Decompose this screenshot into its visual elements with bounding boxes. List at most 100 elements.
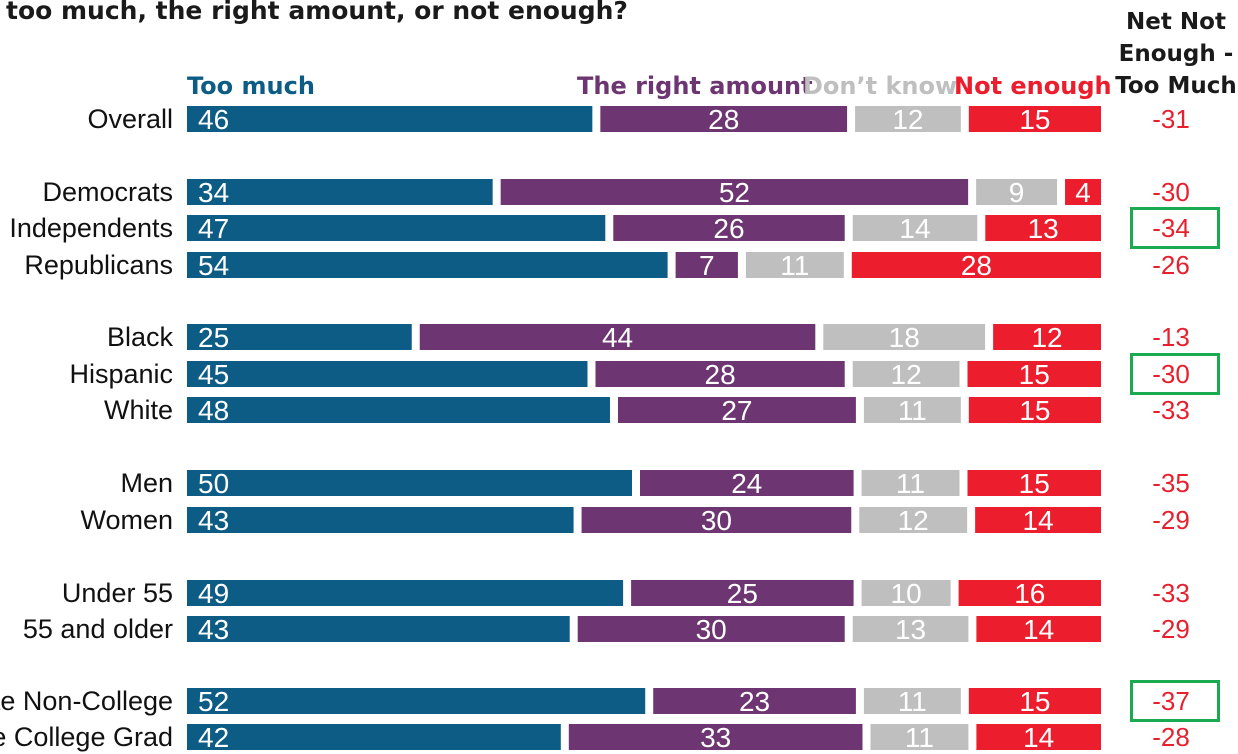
bar-under-55-too-much [187,580,624,606]
bar-white-college-grad-not-enough [976,724,1101,750]
net-value-overall: -31 [1152,104,1190,134]
bar-men-not-enough [967,470,1101,496]
bar-white-college-grad-don-t-know [870,724,969,750]
bar-label-under-55-not-enough: 16 [1014,578,1045,609]
bar-republicans-too-much [187,252,668,278]
row-label-republicans: Republicans [24,250,173,280]
bar-label-men-don-t-know: 11 [896,468,925,499]
bar-under-55-don-t-know [861,580,951,606]
bar-label-white-non-college-too-much: 52 [198,686,229,717]
row-label-white-non-college: White Non-College [0,686,173,716]
bar-label-black-don-t-know: 18 [889,322,920,353]
bar-independents-too-much [187,215,606,241]
net-value-white: -33 [1152,395,1190,425]
bar-white-don-t-know [863,397,961,423]
bar-independents-not-enough [985,215,1101,241]
bar-hispanic-the-right-amount [595,361,845,387]
net-value-black: -13 [1152,322,1190,352]
bar-label-democrats-the-right-amount: 52 [719,177,750,208]
bar-black-don-t-know [823,324,986,350]
bar-democrats-too-much [187,179,493,205]
bar-white-the-right-amount [617,397,856,423]
bar-label-black-not-enough: 12 [1031,322,1062,353]
bar-label-white-non-college-not-enough: 15 [1019,686,1050,717]
bar-men-too-much [187,470,632,496]
bar-black-too-much [187,324,412,350]
bar-label-democrats-don-t-know: 9 [1009,177,1025,208]
bar-republicans-don-t-know [745,252,844,278]
bar-label-55-and-older-the-right-amount: 30 [696,614,727,645]
bar-label-men-not-enough: 15 [1019,468,1050,499]
row-label-under-55: Under 55 [62,578,173,608]
bar-label-women-not-enough: 14 [1022,505,1053,536]
highlight-box-white-non-college [1130,680,1220,722]
bar-label-white-college-grad-the-right-amount: 33 [700,722,731,753]
bar-women-too-much [187,507,574,533]
bar-black-the-right-amount [419,324,816,350]
bar-men-don-t-know [861,470,960,496]
bar-label-democrats-not-enough: 4 [1075,177,1091,208]
bar-overall-too-much [187,106,593,132]
net-column-header: Net Not Enough - Too Much [1115,9,1237,99]
bar-democrats-not-enough [1065,179,1101,205]
net-value-55-and-older: -29 [1152,614,1190,644]
bar-label-independents-too-much: 47 [198,213,229,244]
bar-independents-the-right-amount [613,215,845,241]
bar-label-women-the-right-amount: 30 [701,505,732,536]
net-value-women: -29 [1152,505,1190,535]
bar-label-white-non-college-the-right-amount: 23 [739,686,770,717]
bar-label-hispanic-don-t-know: 12 [891,359,922,390]
bar-white-non-college-don-t-know [863,688,961,714]
bar-label-white-too-much: 48 [198,395,229,426]
bar-55-and-older-the-right-amount [577,616,845,642]
bar-label-white-non-college-don-t-know: 11 [898,686,927,717]
bar-independents-don-t-know [852,215,978,241]
bar-label-men-too-much: 50 [198,468,229,499]
highlight-box-hispanic [1130,353,1220,395]
highlight-box-independents [1130,207,1220,249]
bar-hispanic-not-enough [967,361,1101,387]
row-label-white-college-grad: White College Grad [0,722,173,752]
bar-republicans-the-right-amount [675,252,738,278]
bar-label-republicans-the-right-amount: 7 [699,250,715,281]
bar-hispanic-too-much [187,361,588,387]
bar-democrats-don-t-know [976,179,1058,205]
row-label-55-and-older: 55 and older [23,614,173,644]
bar-label-white-the-right-amount: 27 [721,395,752,426]
bar-label-under-55-too-much: 49 [198,578,229,609]
bar-overall-the-right-amount [600,106,848,132]
bar-label-55-and-older-too-much: 43 [198,614,229,645]
bar-label-hispanic-the-right-amount: 28 [705,359,736,390]
bar-label-under-55-don-t-know: 10 [891,578,922,609]
row-label-men: Men [120,468,173,498]
row-label-black: Black [107,322,174,352]
bar-55-and-older-don-t-know [852,616,969,642]
bar-men-the-right-amount [640,470,854,496]
bar-white-college-grad-too-much [187,724,561,750]
row-label-hispanic: Hispanic [69,359,173,389]
bar-democrats-the-right-amount [500,179,969,205]
bar-label-independents-don-t-know: 14 [899,213,930,244]
bar-label-black-too-much: 25 [198,322,229,353]
bar-label-hispanic-too-much: 45 [198,359,229,390]
bar-hispanic-don-t-know [852,361,960,387]
net-value-republicans: -26 [1152,250,1190,280]
bar-black-not-enough [993,324,1101,350]
bar-women-don-t-know [859,507,968,533]
bar-label-white-college-grad-too-much: 42 [198,722,229,753]
net-value-independents: -34 [1152,213,1190,243]
legend-not-enough: Not enough [954,72,1112,100]
bar-white-non-college-not-enough [968,688,1101,714]
bar-label-white-college-grad-not-enough: 14 [1023,722,1054,753]
bar-label-independents-the-right-amount: 26 [713,213,744,244]
bar-overall-don-t-know [855,106,961,132]
row-label-overall: Overall [87,104,173,134]
bar-label-under-55-the-right-amount: 25 [727,578,758,609]
net-value-men: -35 [1152,468,1190,498]
bar-label-white-not-enough: 15 [1019,395,1050,426]
row-label-white: White [104,395,173,425]
bar-women-the-right-amount [581,507,852,533]
bar-label-overall-not-enough: 15 [1019,104,1050,135]
net-value-democrats: -30 [1152,177,1190,207]
